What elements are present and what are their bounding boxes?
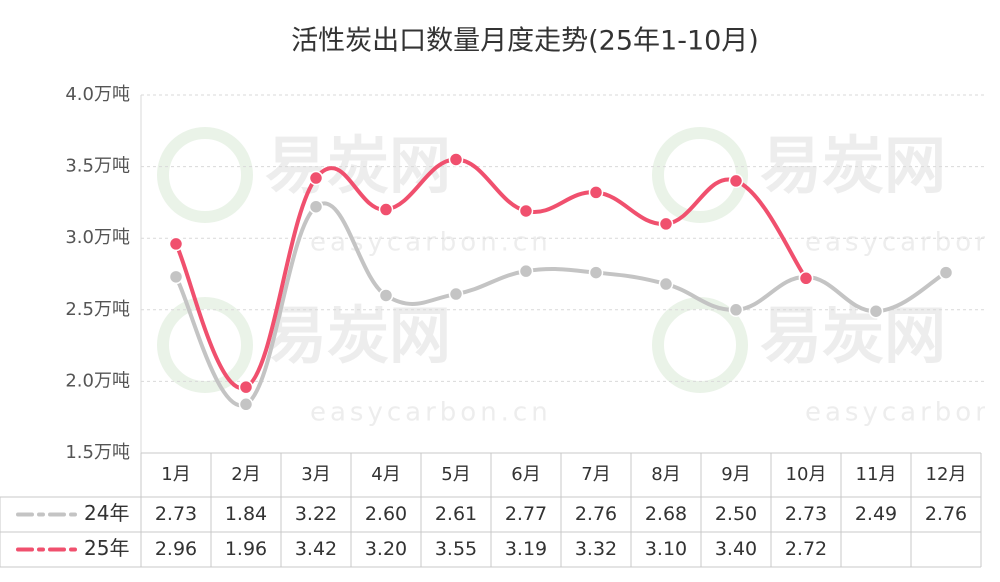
data-point [308,170,324,186]
x-tick-label: 1月 [161,464,190,485]
watermark-logo [157,127,253,223]
watermark-url: easycarbon.cn [805,398,1000,428]
data-point [728,173,744,189]
watermark-url: easycarbon.cn [310,398,552,428]
table-value: 2.76 [575,503,617,525]
table-value: 2.96 [155,538,197,560]
data-point [868,303,884,319]
data-point [168,269,184,285]
table-value: 1.96 [225,538,267,560]
table-value: 2.49 [855,503,897,525]
table-value: 3.40 [715,538,757,560]
data-point [448,152,464,167]
table-value: 2.72 [785,538,827,560]
y-tick-label: 1.5万吨 [65,442,130,463]
watermark-brand: 易炭网 [760,299,946,372]
watermark-url: easycarbon.cn [310,228,552,258]
table-value: 2.68 [645,503,687,525]
data-point [238,397,254,412]
table-value: 1.84 [225,503,267,525]
x-tick-label: 6月 [511,464,540,485]
table-value: 2.76 [925,503,967,525]
x-tick-label: 12月 [926,464,967,485]
x-tick-label: 8月 [651,464,680,485]
y-tick-label: 2.0万吨 [65,370,130,391]
data-point [938,265,954,280]
watermark-url: easycarbon.cn [805,228,1000,258]
table-value: 3.10 [645,538,687,560]
x-tick-label: 10月 [786,464,827,485]
watermark-brand: 易炭网 [265,299,451,372]
watermark-logo [652,127,748,223]
legend-label: 24年 [84,501,129,525]
data-point [448,286,464,302]
data-point [588,185,604,200]
legend-label: 25年 [84,536,129,560]
watermark-layer: 易炭网 easycarbon.cn 易炭网 easycarbon.cn 易炭网 easyc… [157,127,1000,428]
x-tick-label: 11月 [856,464,897,485]
x-tick-label: 9月 [721,464,750,485]
table-value: 2.60 [365,503,407,525]
x-tick-label: 3月 [301,464,330,485]
data-point [798,271,814,286]
data-point [378,202,394,217]
y-tick-label: 4.0万吨 [65,84,130,105]
table-value: 2.77 [505,503,547,525]
table-value: 2.50 [715,503,757,525]
data-point [378,288,394,303]
table-value: 3.20 [365,538,407,560]
x-tick-label: 5月 [441,464,470,485]
x-tick-label: 2月 [231,464,260,485]
y-tick-label: 2.5万吨 [65,299,130,320]
watermark-logo [157,297,253,393]
data-point [168,236,184,252]
watermark-logo [652,297,748,393]
chart-title: 活性炭出口数量月度走势(25年1-10月) [291,26,759,57]
table-value: 3.42 [295,538,337,560]
table-value: 3.32 [575,538,617,560]
table-value: 3.19 [505,538,547,560]
data-point [588,265,604,280]
x-tick-label: 7月 [581,464,610,485]
data-point [238,379,254,395]
y-tick-label: 3.5万吨 [65,156,130,177]
data-point [658,216,674,232]
watermark-brand: 易炭网 [760,129,946,202]
y-tick-label: 3.0万吨 [65,227,130,248]
data-point [658,276,674,292]
data-point [518,203,534,219]
table-value: 3.55 [435,538,477,560]
data-point [308,199,324,214]
table-value: 2.61 [435,503,477,525]
table-value: 2.73 [785,503,827,525]
data-point [728,302,744,318]
x-tick-label: 4月 [371,464,400,485]
table-value: 2.73 [155,503,197,525]
data-point [518,263,534,279]
table-value: 3.22 [295,503,337,525]
